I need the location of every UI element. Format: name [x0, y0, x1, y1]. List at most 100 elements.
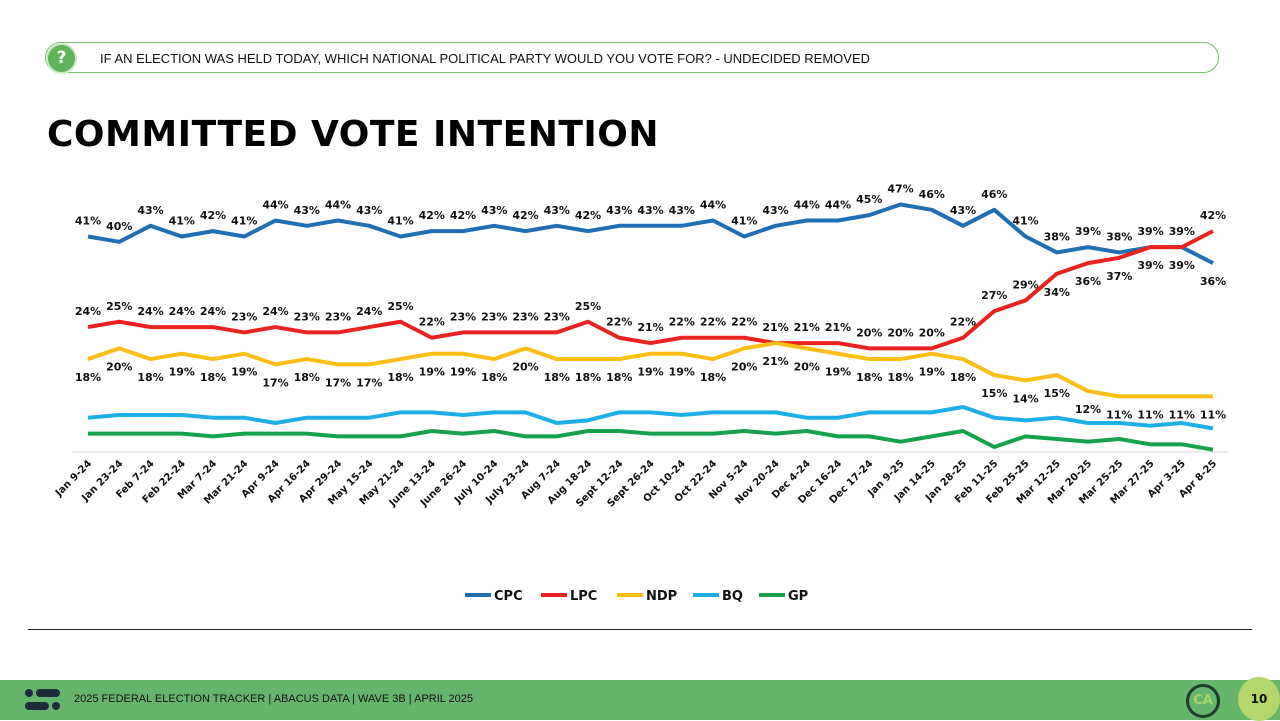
- data-label-ndp: 19%: [450, 366, 476, 379]
- data-label-lpc: 39%: [1169, 259, 1195, 272]
- ca-logo: CA: [1186, 684, 1220, 718]
- data-label-cpc: 43%: [356, 204, 382, 217]
- data-label-lpc: 24%: [262, 305, 288, 318]
- data-label-lpc: 24%: [137, 305, 163, 318]
- data-label-lpc: 23%: [544, 310, 570, 323]
- data-label-cpc: 41%: [75, 214, 101, 227]
- data-label-ndp: 18%: [887, 371, 913, 384]
- page-title: COMMITTED VOTE INTENTION: [47, 114, 660, 155]
- data-label-cpc: 38%: [1106, 230, 1132, 243]
- data-label-lpc: 23%: [231, 310, 257, 323]
- data-label-lpc: 23%: [481, 310, 507, 323]
- data-label-lpc: 23%: [512, 310, 538, 323]
- data-label-lpc: 22%: [731, 316, 757, 329]
- data-label-lpc: 23%: [450, 310, 476, 323]
- page-number: 10: [1238, 677, 1280, 721]
- data-label-ndp: 15%: [981, 387, 1007, 400]
- data-label-ndp: 19%: [231, 366, 257, 379]
- data-label-cpc: 43%: [137, 204, 163, 217]
- data-label-lpc: 20%: [919, 326, 945, 339]
- data-label-ndp: 19%: [637, 366, 663, 379]
- divider: [28, 629, 1252, 630]
- data-label-lpc: 21%: [762, 321, 788, 334]
- data-label-ndp: 12%: [1075, 403, 1101, 416]
- data-label-lpc: 39%: [1137, 259, 1163, 272]
- data-label-lpc: 21%: [637, 321, 663, 334]
- footer-bar: [0, 680, 1280, 720]
- data-label-cpc: 40%: [106, 220, 132, 233]
- data-label-lpc: 24%: [356, 305, 382, 318]
- data-label-lpc: 20%: [856, 326, 882, 339]
- data-label-cpc: 43%: [669, 204, 695, 217]
- data-label-cpc: 43%: [762, 204, 788, 217]
- data-label-cpc: 39%: [1169, 225, 1195, 238]
- data-label-ndp: 18%: [387, 371, 413, 384]
- data-label-lpc: 21%: [825, 321, 851, 334]
- data-label-ndp: 20%: [106, 360, 132, 373]
- data-label-lpc: 25%: [106, 300, 132, 313]
- data-label-ndp: 18%: [75, 371, 101, 384]
- legend-label-gp: GP: [788, 589, 808, 604]
- data-label-lpc: 36%: [1075, 275, 1101, 288]
- data-label-lpc: 22%: [700, 316, 726, 329]
- data-label-cpc: 46%: [919, 188, 945, 201]
- data-label-lpc: 22%: [606, 316, 632, 329]
- data-label-lpc: 24%: [169, 305, 195, 318]
- data-label-cpc: 42%: [512, 209, 538, 222]
- data-label-ndp: 11%: [1137, 408, 1163, 421]
- data-label-cpc: 42%: [575, 209, 601, 222]
- data-label-cpc: 43%: [637, 204, 663, 217]
- data-label-lpc: 22%: [419, 316, 445, 329]
- data-label-ndp: 18%: [544, 371, 570, 384]
- data-label-ndp: 18%: [700, 371, 726, 384]
- data-label-ndp: 19%: [919, 366, 945, 379]
- data-label-ndp: 19%: [669, 366, 695, 379]
- legend-label-ndp: NDP: [646, 589, 677, 604]
- data-label-cpc: 41%: [387, 214, 413, 227]
- data-label-ndp: 11%: [1106, 408, 1132, 421]
- series-line-gp: [88, 429, 1214, 452]
- data-label-lpc: 24%: [200, 305, 226, 318]
- data-label-cpc: 45%: [856, 193, 882, 206]
- data-label-cpc: 44%: [325, 198, 351, 211]
- data-label-ndp: 18%: [575, 371, 601, 384]
- abacus-logo-icon: [25, 689, 60, 710]
- question-banner: [45, 42, 1219, 73]
- data-label-ndp: 18%: [481, 371, 507, 384]
- data-label-lpc: 25%: [575, 300, 601, 313]
- data-label-ndp: 20%: [512, 360, 538, 373]
- data-label-lpc: 22%: [950, 316, 976, 329]
- series-line-cpc: [87, 202, 1214, 265]
- data-label-ndp: 20%: [731, 360, 757, 373]
- data-label-ndp: 18%: [294, 371, 320, 384]
- data-label-cpc: 39%: [1075, 225, 1101, 238]
- data-label-ndp: 19%: [169, 366, 195, 379]
- question-text: IF AN ELECTION WAS HELD TODAY, WHICH NAT…: [100, 51, 871, 66]
- data-label-cpc: 41%: [731, 214, 757, 227]
- data-label-lpc: 23%: [294, 310, 320, 323]
- data-label-cpc: 42%: [200, 209, 226, 222]
- data-label-ndp: 18%: [137, 371, 163, 384]
- data-label-ndp: 18%: [606, 371, 632, 384]
- data-label-cpc: 39%: [1137, 225, 1163, 238]
- series-line-ndp: [87, 341, 1213, 399]
- data-label-ndp: 17%: [262, 376, 288, 389]
- data-label-lpc: 23%: [325, 310, 351, 323]
- data-label-ndp: 20%: [794, 360, 820, 373]
- series-line-bq: [87, 405, 1214, 431]
- data-label-ndp: 18%: [200, 371, 226, 384]
- data-label-lpc: 27%: [981, 289, 1007, 302]
- data-label-cpc: 44%: [794, 198, 820, 211]
- data-label-cpc: 46%: [981, 188, 1007, 201]
- data-label-lpc: 20%: [887, 326, 913, 339]
- data-label-cpc: 43%: [606, 204, 632, 217]
- data-label-lpc: 25%: [387, 300, 413, 313]
- data-label-cpc: 38%: [1044, 230, 1070, 243]
- data-label-cpc: 41%: [231, 214, 257, 227]
- legend-label-bq: BQ: [722, 589, 743, 604]
- legend-label-cpc: CPC: [494, 589, 523, 604]
- data-label-ndp: 21%: [762, 355, 788, 368]
- data-label-cpc: 42%: [419, 209, 445, 222]
- data-label-cpc: 44%: [700, 198, 726, 211]
